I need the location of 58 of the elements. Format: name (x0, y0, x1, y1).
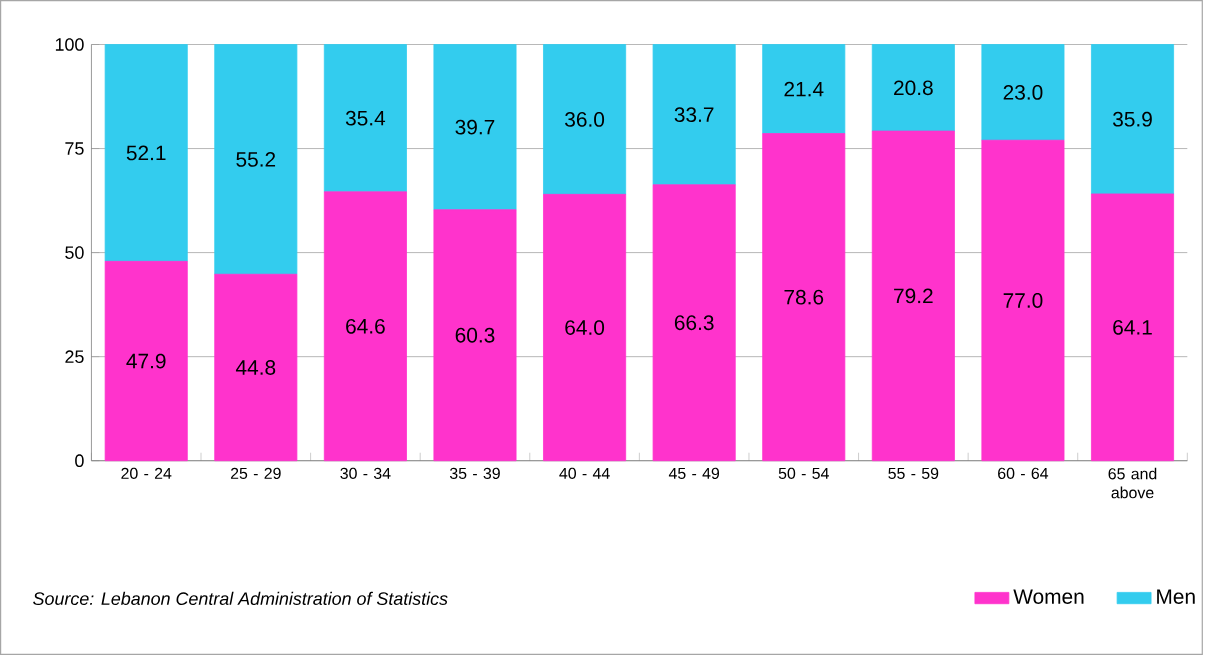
bar (652, 184, 736, 462)
bar (762, 44, 846, 135)
bar (762, 133, 846, 462)
y-tick-label: 50 (65, 246, 84, 259)
x-tick-label: 35 - 39 (449, 467, 500, 480)
x-tick-label: 45 - 49 (668, 467, 720, 480)
bar (981, 139, 1065, 462)
bar (214, 273, 298, 462)
bar (871, 130, 955, 462)
data-label: 39.7 (455, 119, 495, 135)
bar (214, 44, 298, 275)
data-label: 36.0 (565, 112, 605, 127)
data-label: 60.3 (455, 327, 495, 343)
data-label: 77.0 (1003, 293, 1043, 308)
data-label: 44.8 (235, 360, 276, 375)
x-tick-label: 50 - 54 (778, 467, 829, 480)
y-tick-label: 25 (65, 350, 84, 364)
x-tick-label: 30 - 34 (340, 467, 391, 480)
bar (543, 44, 627, 195)
x-tick-label: 55 - 59 (888, 467, 939, 480)
data-label: 33.7 (674, 107, 714, 123)
legend-label: Men (1157, 589, 1195, 604)
data-label: 52.1 (126, 145, 166, 161)
bar (1091, 193, 1175, 462)
bar (323, 191, 407, 462)
y-tick-label: 100 (55, 38, 84, 51)
x-tick-label: 65 and above (1108, 467, 1157, 499)
data-label: 35.4 (345, 110, 386, 126)
data-label: 78.6 (784, 289, 824, 305)
data-label: 64.6 (346, 318, 385, 334)
y-tick-label: 75 (65, 142, 84, 155)
data-label: 79.2 (894, 288, 933, 304)
data-label: 55.2 (236, 152, 276, 167)
data-label: 23.0 (1003, 85, 1043, 100)
y-tick-label: 0 (75, 454, 84, 468)
data-label: 20.8 (894, 80, 933, 96)
data-label: 35.9 (1112, 111, 1152, 127)
data-label: 21.4 (784, 81, 824, 97)
data-label: 64.0 (565, 320, 605, 335)
legend-label: Women (1013, 589, 1084, 604)
data-label: 47.9 (126, 353, 166, 369)
bar (433, 44, 517, 211)
x-tick-label: 40 - 44 (559, 467, 610, 480)
x-tick-label: 25 - 29 (230, 467, 281, 480)
bar (652, 44, 736, 186)
x-tick-label: 20 - 24 (121, 467, 172, 480)
text: Source: Lebanon Central Administration of Statistics (33, 591, 448, 606)
data-label: 64.1 (1113, 319, 1152, 335)
bar (104, 260, 188, 462)
x-tick-label: 60 - 64 (998, 467, 1049, 480)
bar (104, 44, 188, 262)
bar (433, 209, 517, 462)
bar (981, 44, 1065, 141)
bar (323, 44, 407, 193)
bar (543, 193, 627, 462)
data-label: 66.3 (674, 315, 714, 331)
bar (871, 44, 955, 132)
bar (1091, 44, 1175, 195)
